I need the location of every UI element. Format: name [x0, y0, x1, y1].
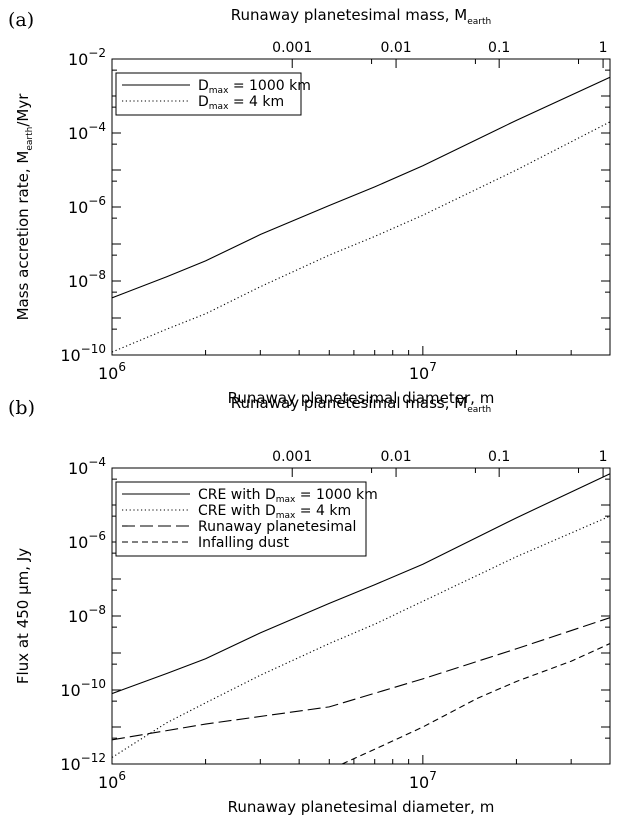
panel-label: (a) [8, 9, 34, 31]
y-tick-label: 10−4 [68, 455, 106, 478]
legend-label: Runaway planetesimal [198, 519, 356, 535]
panel-label: (b) [8, 397, 35, 419]
legend-label: Dmax = 1000 km [198, 78, 311, 96]
legend-box [115, 72, 302, 116]
y-tick-label: 10−10 [60, 342, 106, 365]
x-tick-label: 106 [98, 360, 126, 383]
x-tick-label: 107 [409, 769, 437, 792]
top-tick-label: 0.01 [380, 40, 411, 56]
legend-label: CRE with Dmax = 4 km [198, 503, 351, 521]
x-tick-label: 107 [409, 360, 437, 383]
y-tick-label: 10−8 [68, 268, 106, 291]
x-tick-label: 106 [98, 769, 126, 792]
series-line-0 [112, 76, 610, 299]
x-axis-title: Runaway planetesimal diameter, m [228, 389, 495, 407]
y-tick-label: 10−2 [68, 46, 106, 69]
top-tick-label: 0.1 [488, 449, 510, 465]
series-line-1 [112, 121, 610, 353]
legend-label: Infalling dust [198, 535, 289, 551]
y-tick-label: 10−8 [68, 603, 106, 626]
x-axis-title: Runaway planetesimal diameter, m [228, 798, 495, 816]
chart-panel-b: (b) 10−12 10−10 10−8 10−6 10−4 106 107 0.001 0.01… [8, 394, 611, 816]
y-tick-label: 10−6 [68, 194, 106, 217]
y-tick-label: 10−4 [68, 120, 106, 143]
y-tick-label: 10−10 [60, 677, 106, 700]
top-axis-title: Runaway planetesimal mass, Mearth [231, 394, 491, 415]
top-tick-label: 0.001 [272, 40, 312, 56]
top-tick-label: 1 [599, 449, 608, 465]
series-line-3 [341, 643, 610, 764]
chart-panel-a: (a) 10−10 10−8 10−6 10−4 10−2 106 107 0.001 0.01 0… [8, 6, 611, 407]
top-tick-label: 1 [599, 40, 608, 56]
y-tick-label: 10−12 [60, 751, 106, 774]
top-tick-label: 0.01 [380, 449, 411, 465]
legend-label: CRE with Dmax = 1000 km [198, 487, 378, 505]
top-axis-title: Runaway planetesimal mass, Mearth [231, 6, 491, 27]
legend-label: Dmax = 4 km [198, 94, 284, 112]
top-tick-label: 0.1 [488, 40, 510, 56]
series-line-0 [112, 473, 610, 695]
y-tick-label: 10−6 [68, 529, 106, 552]
top-tick-label: 0.001 [272, 449, 312, 465]
series-line-2 [112, 617, 610, 741]
y-axis-title: Mass accretion rate, Mearth/Myr [14, 93, 35, 321]
y-axis-title: Flux at 450 μm, Jy [14, 548, 32, 684]
